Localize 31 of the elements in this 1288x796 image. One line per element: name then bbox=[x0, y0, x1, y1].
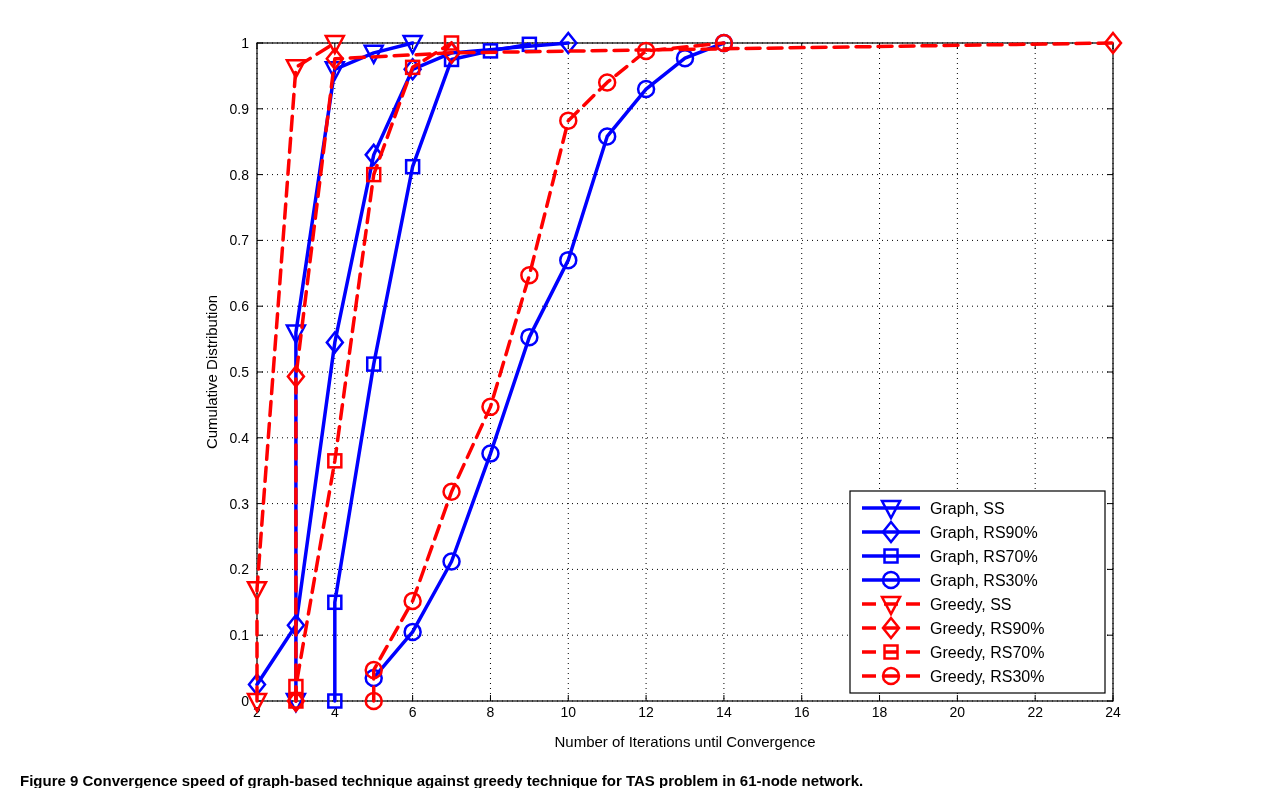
legend-label: Graph, RS90% bbox=[930, 524, 1038, 541]
y-tick-label: 0.5 bbox=[229, 364, 250, 380]
legend-label: Graph, SS bbox=[930, 500, 1005, 517]
legend-label: Greedy, SS bbox=[930, 596, 1012, 613]
x-tick-label: 8 bbox=[486, 704, 495, 720]
x-tick-label: 22 bbox=[1027, 704, 1044, 720]
x-tick-label: 12 bbox=[638, 704, 655, 720]
y-tick-label: 0.4 bbox=[229, 429, 250, 446]
x-tick-label: 14 bbox=[716, 704, 732, 720]
x-tick-label: 24 bbox=[1105, 704, 1121, 720]
x-tick-label: 20 bbox=[949, 704, 966, 720]
x-axis-title: Number of Iterations until Convergence bbox=[554, 733, 816, 750]
y-tick-label: 0.7 bbox=[229, 232, 250, 249]
x-tick-label: 18 bbox=[871, 704, 888, 720]
y-tick-label: 1 bbox=[241, 35, 250, 51]
y-tick-label: 0.8 bbox=[229, 166, 250, 183]
y-tick-label: 0.3 bbox=[229, 495, 250, 512]
y-tick-label: 0.2 bbox=[229, 561, 250, 578]
y-tick-label: 0.6 bbox=[229, 298, 250, 315]
y-tick-label: 0 bbox=[241, 693, 250, 709]
legend-label: Greedy, RS30% bbox=[930, 668, 1045, 685]
legend-label: Greedy, RS70% bbox=[930, 644, 1045, 661]
x-tick-label: 16 bbox=[793, 704, 810, 720]
legend-label: Greedy, RS90% bbox=[930, 620, 1045, 637]
y-tick-label: 0.1 bbox=[229, 627, 250, 644]
legend-label: Graph, RS70% bbox=[930, 548, 1038, 565]
y-tick-label: 0.9 bbox=[229, 100, 250, 117]
legend-label: Graph, RS30% bbox=[930, 572, 1038, 589]
x-tick-label: 6 bbox=[408, 704, 417, 720]
y-axis-title: Cumulative Distribution bbox=[203, 294, 220, 450]
x-tick-label: 10 bbox=[560, 704, 577, 720]
